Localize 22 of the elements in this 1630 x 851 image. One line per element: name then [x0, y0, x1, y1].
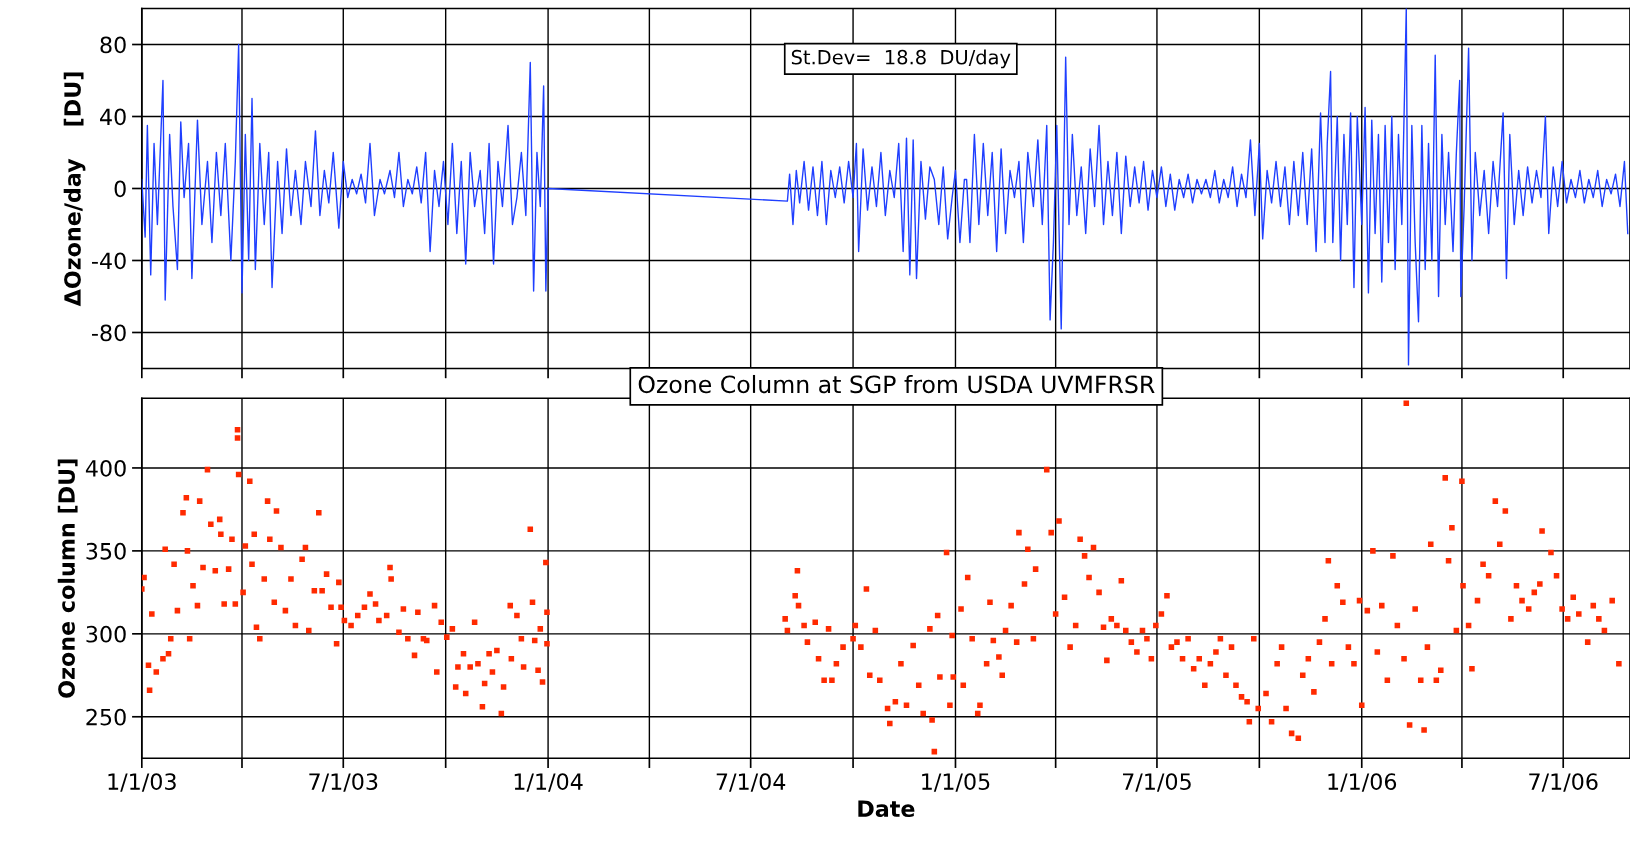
annotation: St.Dev= 18.8 DU/day — [791, 49, 1011, 69]
y-tick-label: 80 — [100, 36, 126, 54]
x-tick-label: 1/1/04 — [514, 773, 583, 792]
y-axis-title: Ozone column [DU] — [57, 459, 78, 698]
y-tick-label: 300 — [86, 625, 126, 643]
y-tick-label: 400 — [85, 459, 126, 477]
x-tick-label: 1/1/03 — [108, 773, 176, 792]
y-axis-title: ΔOzone/day [DU] — [63, 72, 86, 307]
x-tick-label: 1/1/06 — [1328, 773, 1397, 792]
y-tick-label: -80 — [92, 324, 126, 342]
x-tick-label: 7/1/03 — [309, 773, 378, 792]
x-tick-label: 7/1/04 — [716, 773, 786, 792]
x-tick-label: 7/1/05 — [1123, 773, 1191, 792]
x-tick-label: 1/1/05 — [922, 773, 990, 792]
y-tick-label: 40 — [100, 108, 126, 126]
y-tick-label: 350 — [86, 542, 126, 560]
y-tick-label: 0 — [114, 180, 126, 198]
y-tick-label: -40 — [92, 252, 126, 270]
x-axis-title: Date — [858, 800, 915, 818]
x-tick-label: 7/1/06 — [1529, 773, 1598, 792]
y-tick-label: 250 — [86, 708, 126, 726]
chart-title: Ozone Column at SGP from USDA UVMFRSR — [638, 374, 1155, 394]
